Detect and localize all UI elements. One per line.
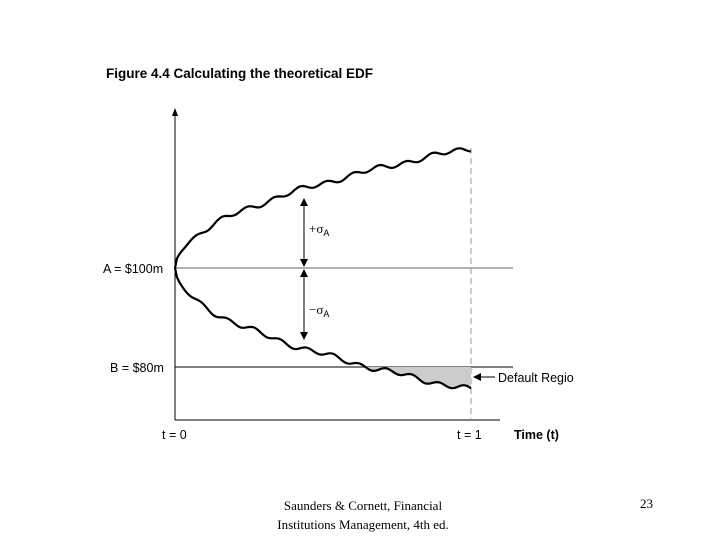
- figure-title: Figure 4.4 Calculating the theoretical E…: [106, 66, 373, 81]
- y-axis-arrow: [172, 108, 178, 116]
- citation: Saunders & Cornett, Financial Institutio…: [258, 496, 468, 534]
- citation-line-2: Institutions Management, 4th ed.: [277, 517, 449, 532]
- default-region-label: Default Regio: [498, 371, 574, 385]
- upper-asset-path: [173, 147, 472, 269]
- barrier-label: B = $80m: [110, 361, 164, 375]
- citation-line-1: Saunders & Cornett, Financial: [283, 498, 443, 513]
- lower-sigma-label: −σA: [309, 302, 329, 319]
- t1-label: t = 1: [457, 428, 482, 442]
- upper-sigma-label: +σA: [309, 221, 329, 238]
- t0-label: t = 0: [162, 428, 187, 442]
- x-axis-label: Time (t): [514, 428, 559, 442]
- default-region-shade: [367, 367, 471, 389]
- asset-value-label: A = $100m: [103, 262, 163, 276]
- page-number: 23: [640, 496, 653, 511]
- lower-asset-path: [173, 267, 472, 390]
